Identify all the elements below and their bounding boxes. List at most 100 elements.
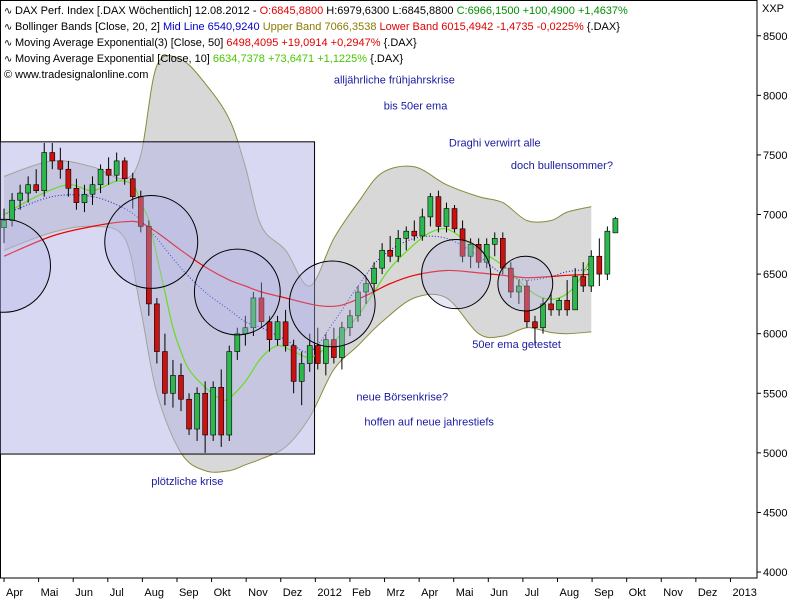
candle [387, 235, 393, 263]
candle-body [41, 152, 48, 191]
x-tick-label: Mai [41, 587, 59, 599]
annotation-label: neue Börsenkrise? [356, 391, 448, 403]
candle [596, 238, 603, 287]
legend-row-ema10: ∿ Moving Average Exponential [Close, 10] … [4, 51, 628, 67]
annotation-label: hoffen auf neue jahrestiefs [364, 416, 494, 428]
candle-body [491, 238, 498, 245]
candle [194, 387, 200, 441]
candle-body [580, 276, 587, 287]
legend-bb-upper: Upper Band 7066,3538 [262, 21, 377, 33]
candle-body [105, 168, 112, 176]
candle-body [202, 392, 208, 436]
y-tick-label: 4000 [763, 567, 787, 579]
candle [65, 160, 72, 197]
annotation-label: alljährliche frühjahrskrise [334, 74, 455, 86]
candle-body [162, 351, 168, 394]
candle [371, 262, 377, 292]
candle-body [443, 208, 450, 227]
candle-body [258, 297, 265, 323]
candle [81, 184, 88, 213]
candle [395, 230, 402, 263]
candle [57, 147, 64, 179]
candle [331, 327, 337, 364]
candle [475, 238, 482, 269]
candle-body [25, 184, 31, 194]
candle-body [57, 160, 64, 170]
legend-low: L:6845,8800 [392, 5, 454, 17]
candle-body [451, 208, 458, 230]
candle [129, 172, 136, 209]
candle [556, 297, 562, 316]
candle-body [178, 375, 184, 400]
circle-marker [0, 218, 51, 313]
candle-body [194, 392, 200, 430]
legend-bb-name: Bollinger Bands [Close, 20, 2] [15, 21, 163, 33]
candle [154, 297, 160, 364]
candle-body [89, 184, 96, 195]
candle [403, 226, 410, 251]
candle [467, 238, 474, 269]
candle-body [467, 244, 474, 257]
candle-body [572, 276, 578, 311]
candle-body [323, 339, 329, 364]
y-tick-label: 5000 [763, 448, 787, 460]
annotation-label: plötzliche krise [151, 476, 223, 488]
wave-icon: ∿ [4, 38, 13, 49]
circle-marker [288, 260, 376, 348]
x-tick-label: Nov [248, 587, 268, 599]
legend-bb-mid: Mid Line 6540,9240 [162, 21, 260, 33]
x-tick-label: Jun [490, 587, 508, 599]
candle [73, 178, 80, 210]
candle [282, 309, 289, 352]
candle-body [475, 244, 482, 263]
candle-body [218, 387, 225, 436]
candle-body [403, 230, 410, 239]
candle-body [129, 178, 136, 197]
candle-body [121, 160, 128, 180]
candle [33, 169, 39, 194]
x-tick-label: Mrz [387, 587, 405, 599]
candle [612, 216, 619, 234]
candle-body [363, 283, 369, 293]
candle-body [65, 168, 72, 189]
candle [17, 184, 23, 210]
legend-open: O:6845,8800 [259, 5, 324, 17]
candle-body [540, 303, 546, 329]
candle [25, 176, 31, 203]
y-tick-label: 8500 [763, 31, 787, 43]
candle [266, 315, 273, 352]
candle-body [395, 238, 402, 257]
x-tick-label: Apr [421, 587, 438, 599]
candle-body [459, 228, 466, 257]
candle [89, 176, 96, 205]
candle [604, 226, 611, 281]
candle [202, 381, 208, 453]
legend-ema50-value: 6498,4095 +19,0914 +0,2947% [226, 37, 381, 49]
candle-body [290, 345, 297, 382]
candle-body [97, 168, 104, 186]
candle [427, 193, 434, 227]
candle-body [154, 303, 160, 352]
candle [532, 315, 538, 346]
candle [298, 351, 305, 406]
annotation-label: 50er ema getestet [472, 339, 561, 351]
candle [234, 327, 241, 360]
x-tick-label: Sep [179, 587, 199, 599]
candle-body [419, 216, 426, 237]
candle-body [210, 387, 216, 436]
candle [347, 309, 353, 337]
legend-bb-lower: Lower Band 6015,4942 -1,4735 -0,0225% [379, 21, 584, 33]
y-tick-label: 8000 [763, 90, 787, 102]
y-tick-label: 4500 [763, 507, 787, 519]
legend-ema50-name: Moving Average Exponential(3) [Close, 50… [15, 37, 227, 49]
exchange-label: XXP [762, 3, 784, 15]
candle-body [508, 267, 514, 293]
wave-icon: ∿ [4, 6, 13, 17]
candle [178, 363, 184, 412]
candle-body [234, 333, 241, 352]
x-tick-label: 2013 [732, 587, 756, 599]
candle [564, 280, 570, 316]
candle [97, 164, 104, 194]
candle [323, 333, 329, 376]
